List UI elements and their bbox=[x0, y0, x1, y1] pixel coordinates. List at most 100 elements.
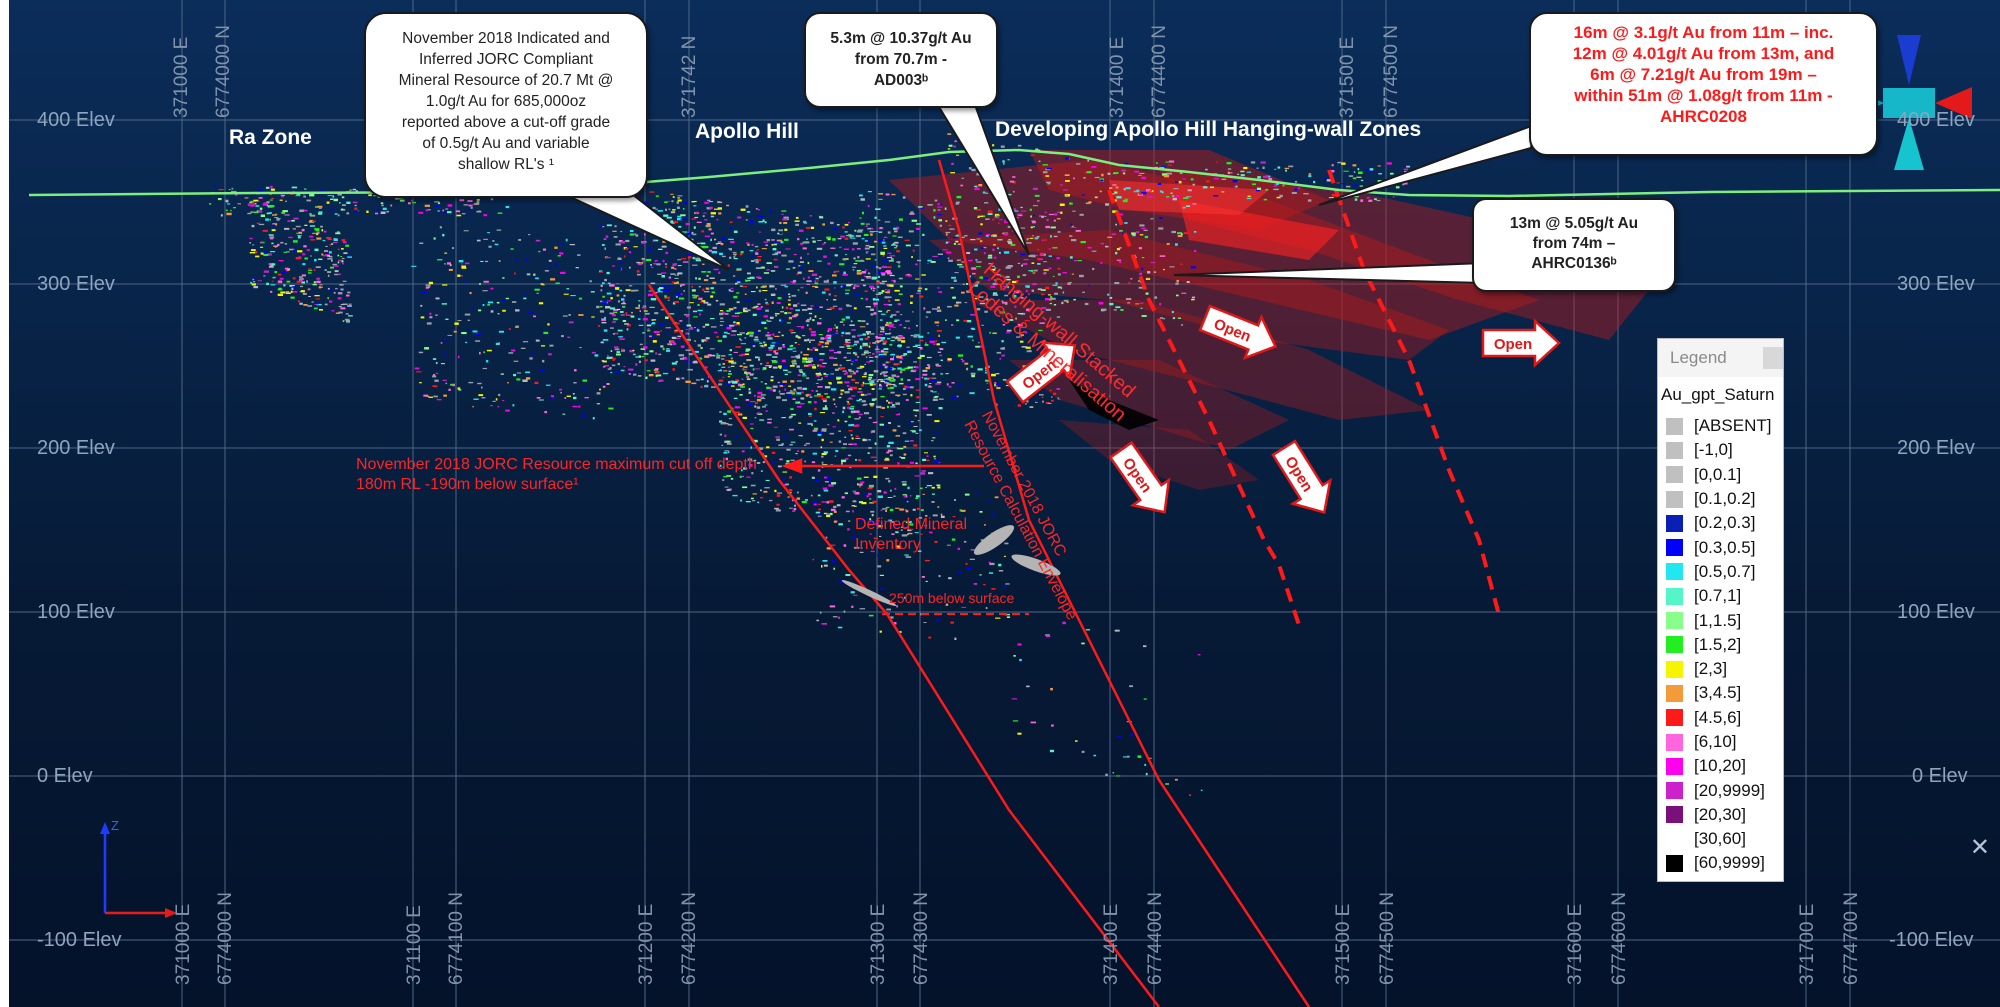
assay-point bbox=[893, 227, 898, 230]
assay-point bbox=[734, 411, 740, 414]
assay-point bbox=[854, 492, 860, 495]
assay-point bbox=[896, 250, 900, 253]
assay-point bbox=[952, 296, 956, 299]
close-icon[interactable]: ✕ bbox=[1969, 834, 1990, 861]
assay-point bbox=[821, 623, 827, 625]
coord-bottom-6774200n: 6774200 N bbox=[679, 892, 700, 985]
assay-point bbox=[888, 321, 892, 325]
assay-point bbox=[428, 281, 433, 285]
legend-panel[interactable]: Legend Au_gpt_Saturn [ABSENT] [-1,0] [0,0.… bbox=[1657, 338, 1784, 882]
assay-point bbox=[941, 341, 947, 344]
assay-point bbox=[1243, 167, 1248, 170]
assay-point bbox=[985, 367, 987, 370]
assay-point bbox=[631, 311, 633, 314]
assay-point bbox=[435, 314, 438, 316]
assay-point bbox=[1144, 235, 1149, 239]
assay-point bbox=[332, 241, 338, 244]
assay-point bbox=[1215, 161, 1218, 163]
assay-point bbox=[937, 486, 941, 489]
assay-point bbox=[817, 433, 822, 436]
assay-point bbox=[603, 384, 609, 386]
legend-item: [20,9999] bbox=[1666, 778, 1771, 802]
assay-point bbox=[497, 406, 500, 408]
assay-point bbox=[605, 235, 609, 238]
assay-point bbox=[605, 256, 611, 259]
assay-point bbox=[864, 247, 870, 250]
assay-point bbox=[685, 332, 688, 335]
assay-point bbox=[455, 210, 461, 213]
assay-point bbox=[872, 342, 877, 344]
assay-point bbox=[853, 263, 858, 265]
assay-point bbox=[447, 262, 451, 265]
assay-point bbox=[709, 206, 713, 209]
assay-point bbox=[1002, 285, 1007, 287]
assay-point bbox=[639, 343, 643, 346]
assay-point bbox=[1020, 227, 1026, 229]
assay-point bbox=[664, 201, 668, 203]
assay-point bbox=[1026, 242, 1032, 244]
assay-point bbox=[1205, 180, 1210, 183]
3d-section-viewport[interactable]: Open Open Open Open Open 400 Elev 300 Elev 2… bbox=[9, 0, 2000, 1007]
assay-point bbox=[877, 565, 882, 568]
assay-point bbox=[535, 277, 539, 280]
assay-point bbox=[814, 348, 819, 351]
assay-point bbox=[838, 430, 841, 432]
assay-point bbox=[1175, 243, 1178, 246]
assay-point bbox=[809, 339, 815, 341]
assay-point bbox=[533, 273, 536, 276]
assay-point bbox=[1166, 243, 1170, 245]
assay-point bbox=[873, 537, 878, 540]
ahrc0136-callout-line: from 74m – bbox=[1532, 235, 1616, 252]
assay-point bbox=[907, 366, 913, 369]
hanging-wall-lodes bbox=[889, 150, 1649, 490]
assay-point bbox=[550, 397, 554, 400]
assay-point bbox=[319, 309, 323, 311]
assay-point bbox=[796, 401, 798, 404]
assay-point bbox=[641, 241, 646, 244]
assay-point bbox=[937, 393, 940, 395]
assay-point bbox=[853, 443, 857, 445]
assay-point bbox=[822, 362, 827, 364]
assay-point bbox=[796, 380, 802, 382]
assay-point bbox=[850, 405, 855, 408]
legend-item: [20,30] bbox=[1666, 803, 1771, 827]
assay-point bbox=[488, 245, 492, 248]
assay-point bbox=[859, 217, 862, 219]
assay-point bbox=[1005, 145, 1009, 146]
assay-point bbox=[330, 198, 334, 200]
assay-point bbox=[446, 340, 449, 342]
assay-point bbox=[995, 373, 1000, 375]
legend-item: [4.5,6] bbox=[1666, 706, 1771, 730]
assay-point bbox=[845, 304, 850, 306]
assay-point bbox=[897, 447, 904, 450]
assay-point bbox=[913, 444, 918, 447]
ad003-callout-line: 5.3m @ 10.37g/t Au bbox=[830, 30, 972, 47]
assay-point bbox=[704, 219, 708, 221]
assay-point bbox=[255, 255, 260, 258]
assay-point bbox=[685, 338, 691, 341]
elev-label-300-right: 300 Elev bbox=[1897, 273, 1975, 295]
assay-point bbox=[1334, 190, 1339, 193]
assay-point bbox=[306, 249, 310, 251]
assay-point bbox=[788, 260, 794, 263]
assay-point bbox=[225, 209, 228, 212]
assay-point bbox=[327, 274, 330, 277]
legend-header[interactable]: Legend bbox=[1658, 339, 1783, 377]
assay-point bbox=[759, 311, 763, 314]
assay-point bbox=[411, 265, 417, 267]
assay-point bbox=[341, 196, 345, 199]
assay-point bbox=[722, 255, 726, 258]
assay-point bbox=[699, 357, 703, 360]
assay-point bbox=[817, 364, 820, 367]
assay-point bbox=[617, 308, 621, 310]
assay-point bbox=[1170, 192, 1173, 194]
assay-point bbox=[410, 199, 413, 202]
assay-point bbox=[964, 493, 970, 496]
assay-point bbox=[739, 394, 743, 396]
assay-point bbox=[643, 353, 649, 355]
legend-close-button[interactable] bbox=[1763, 347, 1783, 369]
assay-point bbox=[249, 204, 255, 207]
assay-point bbox=[691, 289, 696, 292]
assay-point bbox=[649, 191, 655, 193]
assay-point bbox=[664, 296, 670, 299]
